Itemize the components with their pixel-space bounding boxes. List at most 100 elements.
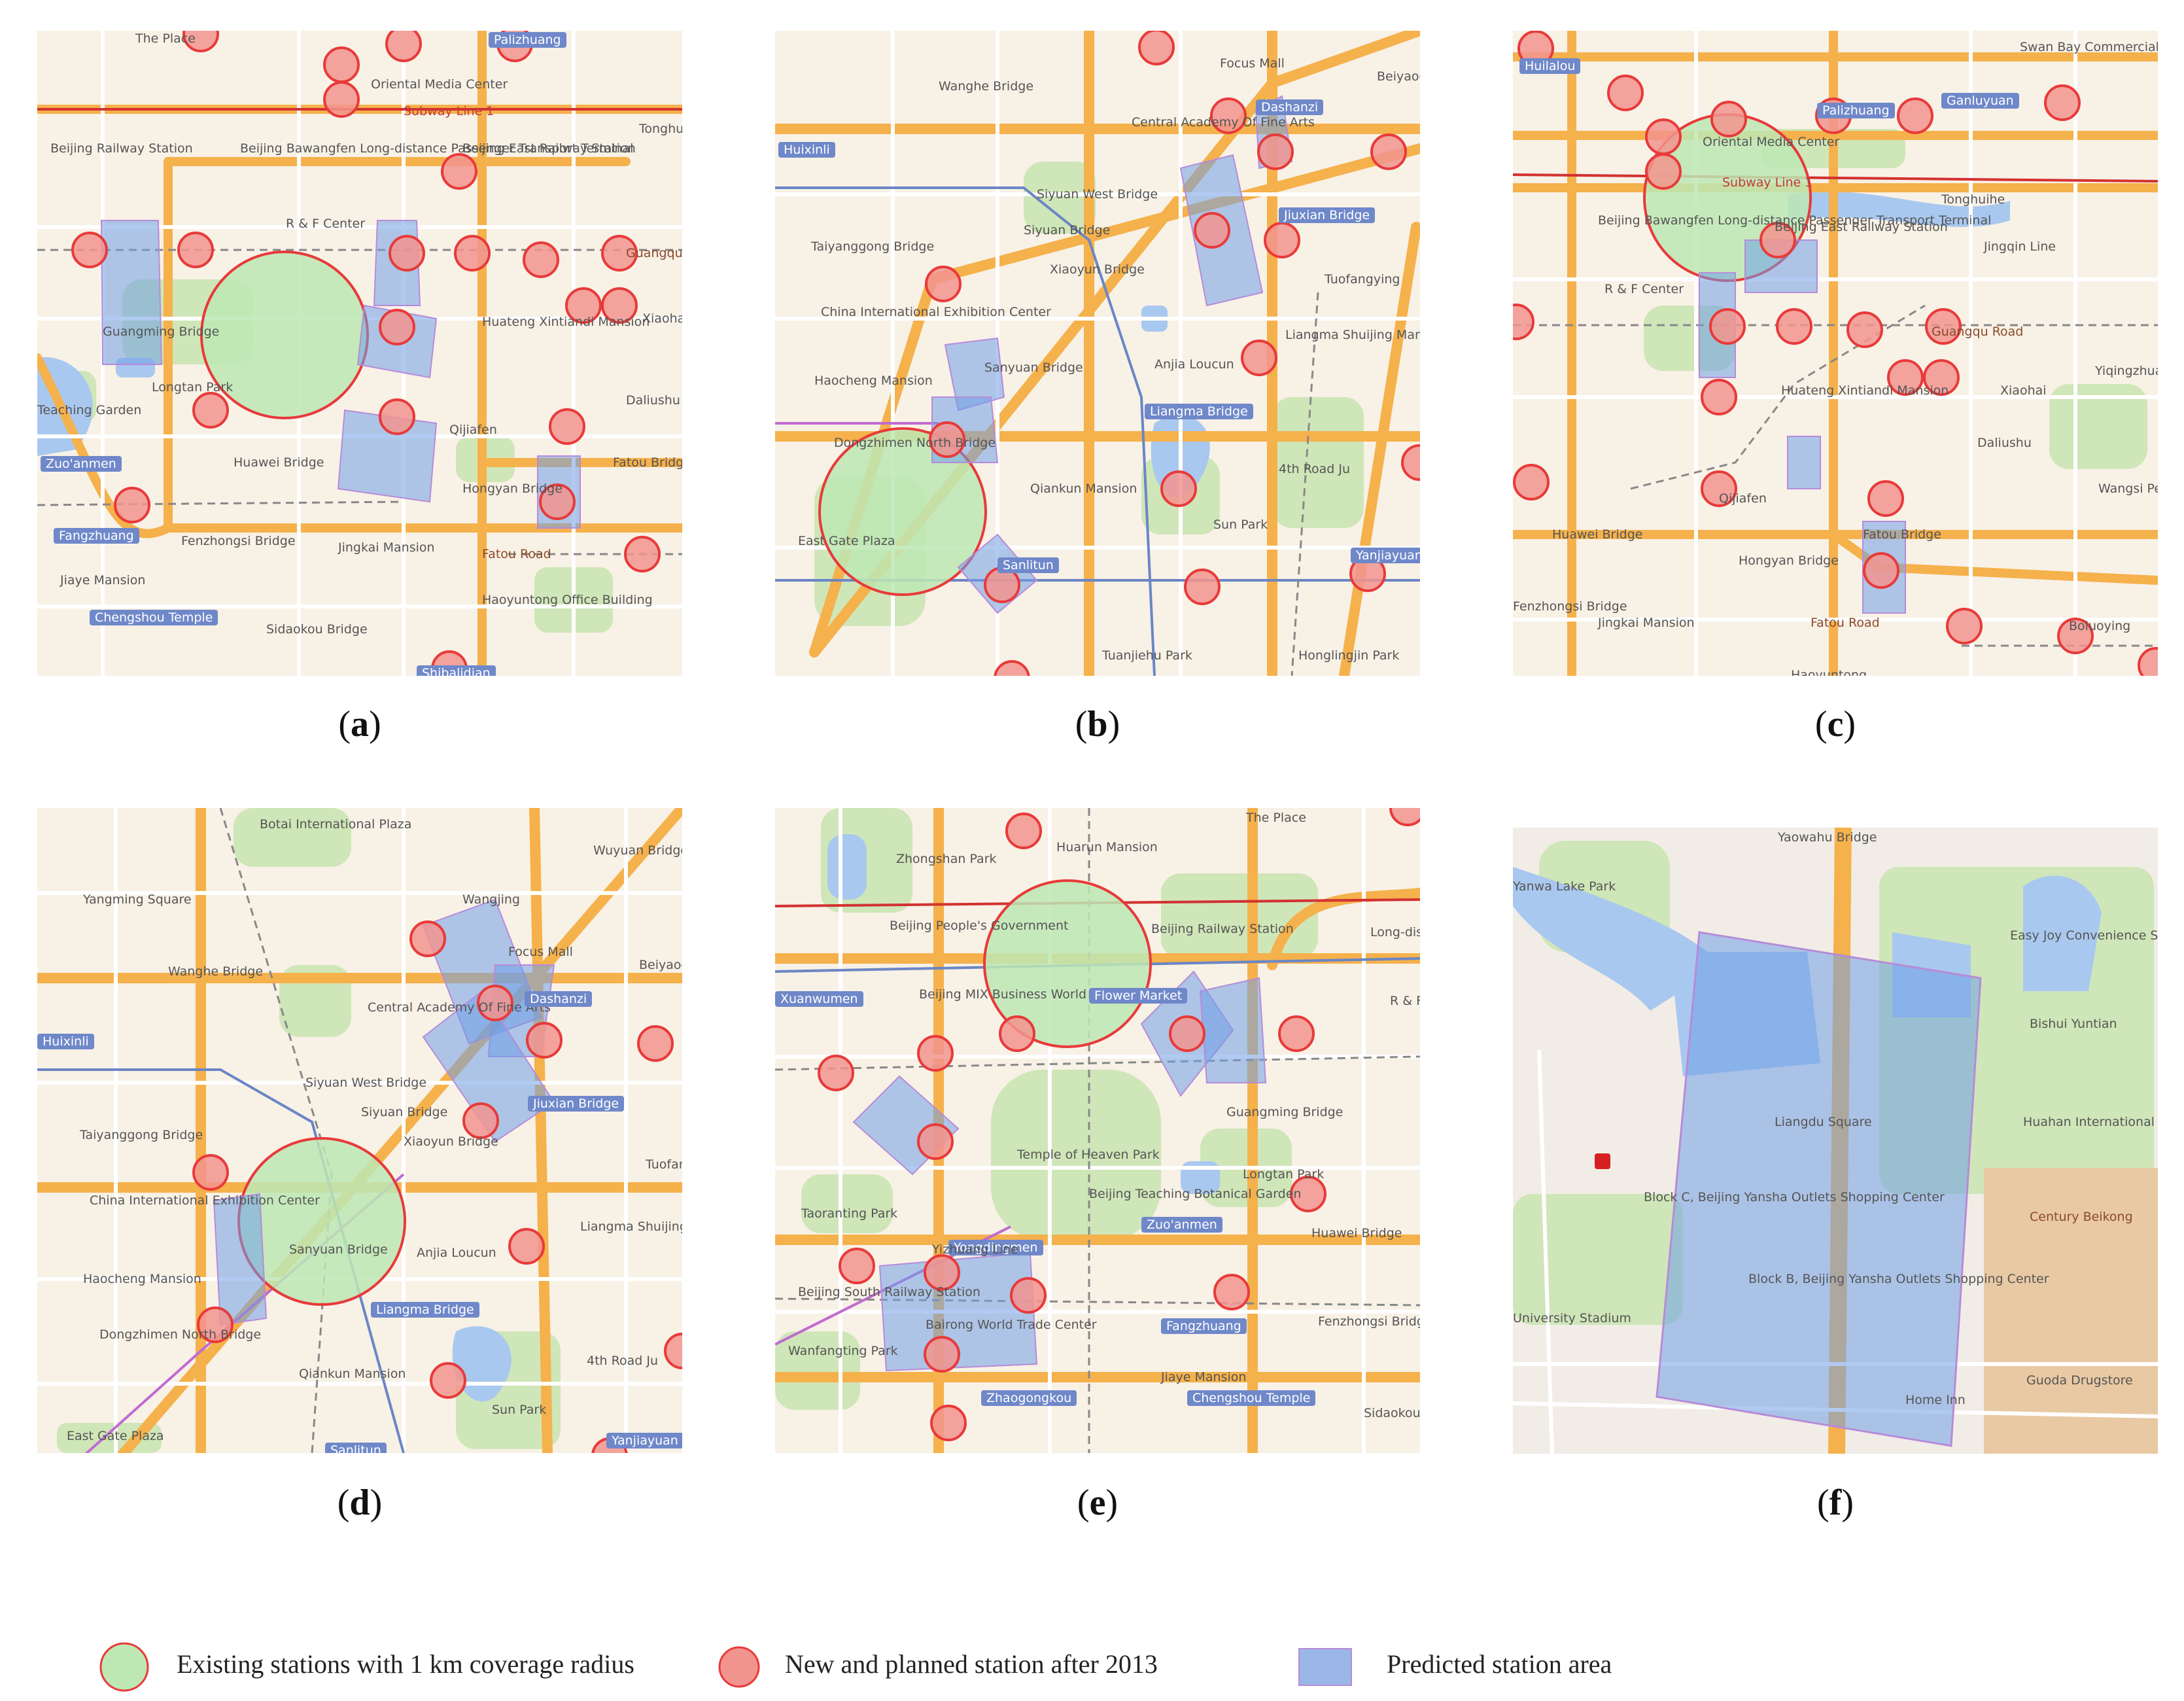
map-label-place: R & F Center <box>1604 282 1684 296</box>
map-label-place: Tuofangying <box>646 1157 682 1172</box>
map-label-place: Fenzhongsi Bridge <box>1318 1314 1420 1329</box>
map-panel-e: The Place Huarun Mansion Zhongshan Park Bei… <box>775 808 1420 1453</box>
map-label-road: Fatou Road <box>482 547 551 561</box>
map-label-place: Fenzhongsi Bridge <box>1513 599 1627 614</box>
map-label-place: Tonghuihe <box>639 122 682 136</box>
map-f-basemap <box>1513 828 2158 1454</box>
map-label-place: Jiaye Mansion <box>60 573 146 587</box>
map-label-tag: Sanlitun <box>325 1443 387 1453</box>
map-label-place: Wangjing <box>462 892 520 907</box>
map-label-place: Beijing Teaching Botanical Garden <box>1089 1187 1302 1201</box>
caption-c: (c) <box>1814 704 1856 745</box>
map-label-place: Tuanjiehu Park <box>1102 648 1192 663</box>
map-label-road: Century Beikong <box>2030 1210 2133 1224</box>
map-label-place: East Gate Plaza <box>67 1429 164 1443</box>
map-label-tag: Liangma Bridge <box>1145 404 1253 419</box>
map-label-place: Jingkai Mansion <box>338 540 435 555</box>
map-label-place: Xiaohai <box>2000 383 2047 398</box>
map-label-place: Wanghe Bridge <box>939 79 1034 94</box>
map-label-place: Wanghe Bridge <box>168 964 264 979</box>
map-label-tag: Palizhuang <box>1817 103 1895 118</box>
map-label-place: Haoyuntong Office Building <box>482 593 653 607</box>
map-label-place: Beijing People's Government <box>890 919 1069 933</box>
map-label-place: Sun Park <box>492 1403 547 1417</box>
map-label-place: Zhongshan Park <box>896 852 997 866</box>
map-label-place: Taiyanggong Bridge <box>80 1128 203 1142</box>
map-label-place: Taoranting Park <box>801 1206 898 1221</box>
map-label-place: Jingkai Mansion <box>1598 616 1695 630</box>
map-label-tag: Huixinli <box>37 1034 94 1049</box>
map-label-place: Sanyuan Bridge <box>984 360 1083 375</box>
map-label-place: Beiyaodi <box>639 958 682 972</box>
map-label-place: Beijing East Railway Station <box>1775 220 1948 234</box>
map-label-place: Beijing South Railway Station <box>798 1285 980 1299</box>
map-label-road: Guangqu Road <box>626 246 682 260</box>
map-label-place: Xiaoyun Bridge <box>404 1134 498 1149</box>
map-label-place: Botai International Plaza <box>260 817 412 832</box>
map-label-tag: Fangzhuang <box>54 528 139 544</box>
map-label-place: Jingqin Line <box>1984 239 2056 254</box>
map-label-place: Siyuan Bridge <box>361 1105 448 1119</box>
map-label-tag: Chengshou Temple <box>90 610 218 625</box>
map-label-place: China International Exhibition Center <box>90 1193 320 1208</box>
map-label-tag: Huilalou <box>1519 58 1581 74</box>
map-label-place: R & F Center <box>1390 994 1420 1008</box>
caption-e: (e) <box>1077 1482 1118 1523</box>
map-label-tag: Yanjiayuan <box>606 1433 682 1448</box>
map-label-place: Home Inn <box>1905 1393 1966 1407</box>
map-label-place: Longtan Park <box>152 380 234 395</box>
map-label-place: Central Academy Of Fine Arts <box>368 1000 551 1015</box>
map-label-place: Bairong World Trade Center <box>926 1318 1097 1332</box>
map-label-place: Tonghuihe <box>1941 192 2005 207</box>
map-label-place: The Place <box>1246 811 1306 825</box>
map-label-place: Huawei Bridge <box>1311 1226 1402 1240</box>
map-label-place: Anjia Loucun <box>417 1246 496 1260</box>
map-label-place: Beijing Bawangfen Long-distance Passenge… <box>240 141 634 156</box>
map-label-tag: Zuo'anmen <box>1141 1217 1222 1233</box>
map-label-place: Haoyuntong <box>1791 668 1867 676</box>
map-label-place: Huawei Bridge <box>1552 527 1643 542</box>
map-label-place: Daliushu <box>1977 436 2032 450</box>
map-label-place: Beijing East Railway Station <box>462 141 636 156</box>
caption-d: (d) <box>337 1482 383 1523</box>
legend-label-new: New and planned station after 2013 <box>785 1649 1158 1679</box>
map-b-basemap <box>775 31 1420 676</box>
map-label-place: China International Exhibition Center <box>821 305 1051 319</box>
map-label-place: The Place <box>135 31 196 46</box>
existing-station-coverage <box>983 879 1152 1048</box>
caption-a: (a) <box>338 704 381 745</box>
legend-label-predicted: Predicted station area <box>1387 1649 1612 1679</box>
map-label-place: Temple of Heaven Park <box>1017 1148 1160 1162</box>
map-label-place: Jiaye Mansion <box>1161 1370 1247 1384</box>
map-label-place: Guangming Bridge <box>103 324 220 339</box>
map-label-tag: Zuo'anmen <box>41 456 122 472</box>
map-label-tag: Yanjiayuan <box>1351 548 1420 563</box>
map-label-place: Qiankun Mansion <box>1030 482 1137 496</box>
green-circle-icon <box>99 1642 149 1692</box>
map-e-basemap <box>775 808 1420 1453</box>
map-label-place: Huateng Xintiandi Mansion <box>482 315 650 329</box>
map-label-place: Wangsi People's <box>2098 482 2158 496</box>
map-label-place: Oriental Media Center <box>1703 135 1840 149</box>
map-label-place: Qijiafen <box>1719 491 1767 506</box>
existing-station-coverage <box>818 427 987 596</box>
map-label-place: Siyuan Bridge <box>1024 223 1111 237</box>
restaurant-icon <box>1595 1153 1610 1169</box>
map-label-road: Fatou Road <box>1811 616 1880 630</box>
map-label-tag: Huixinli <box>778 142 835 158</box>
map-label-place: Yangming Square <box>83 892 192 907</box>
map-label-place: Liangma Shuijing Mansion <box>1285 328 1420 342</box>
map-label-place: Huahan International <box>2023 1115 2155 1129</box>
map-label-place: Liangma Shuijing Mansion <box>580 1219 682 1234</box>
map-label-place: Haocheng Mansion <box>83 1272 201 1286</box>
map-label-place: Wanfangting Park <box>788 1344 898 1358</box>
map-label-place: Anjia Loucun <box>1154 357 1234 372</box>
map-label-place: Beiyaodi <box>1377 69 1420 84</box>
map-label-place: Boluoying <box>2069 619 2131 633</box>
map-label-place: Long-distance Transport <box>1370 925 1420 939</box>
map-label-place: Huawei Bridge <box>234 455 324 470</box>
map-label-tag: Fangzhuang <box>1161 1318 1247 1334</box>
map-label-place: Taiyanggong Bridge <box>811 239 935 254</box>
map-panel-b: Focus Mall Wanghe Bridge Dashanzi Beiyaodi C… <box>775 31 1420 676</box>
map-c-basemap <box>1513 31 2158 676</box>
